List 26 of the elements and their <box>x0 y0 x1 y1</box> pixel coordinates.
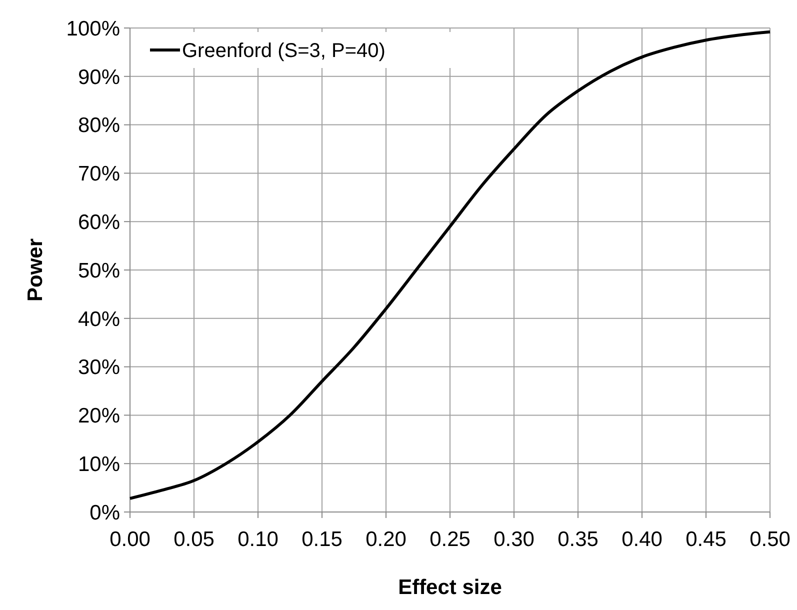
y-tick-label: 50% <box>78 259 120 282</box>
x-tick-label: 0.05 <box>174 528 214 551</box>
y-tick-label: 60% <box>78 210 120 234</box>
y-tick-label: 70% <box>78 162 120 186</box>
legend-label: Greenford (S=3, P=40) <box>182 40 386 62</box>
x-tick-label: 0.35 <box>558 528 598 551</box>
y-tick-label: 20% <box>78 404 120 428</box>
y-tick-label: 40% <box>78 308 120 331</box>
y-tick-label: 10% <box>78 452 120 476</box>
y-axis-title: Power <box>24 238 47 302</box>
y-tick-label: 80% <box>78 114 120 138</box>
x-tick-label: 0.25 <box>430 528 470 551</box>
x-axis-title: Effect size <box>398 576 502 599</box>
y-tick-label: 0% <box>90 501 120 524</box>
y-tick-label: 30% <box>78 356 120 380</box>
x-tick-label: 0.15 <box>302 528 342 551</box>
y-tick-label: 100% <box>66 17 120 40</box>
x-tick-label: 0.40 <box>622 528 662 551</box>
line-series <box>128 30 772 500</box>
y-tick-label: 90% <box>78 66 120 89</box>
x-tick-label: 0.30 <box>494 528 534 551</box>
x-tick-label: 0.00 <box>110 528 150 551</box>
x-tick-label: 0.50 <box>750 528 790 551</box>
x-tick-label: 0.20 <box>366 528 406 551</box>
x-tick-label: 0.45 <box>686 528 726 551</box>
x-tick-label: 0.10 <box>238 528 278 551</box>
